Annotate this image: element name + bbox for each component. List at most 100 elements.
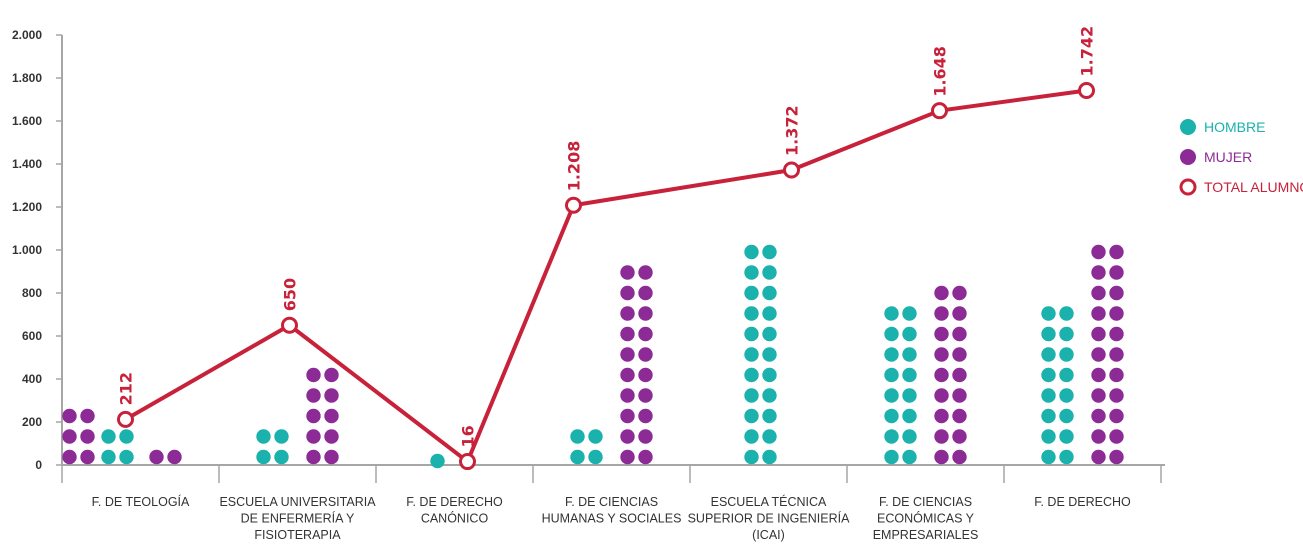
x-category-label-line: F. DE DERECHO <box>406 495 503 509</box>
x-category-label-line: HUMANAS Y SOCIALES <box>542 512 682 526</box>
legend-mujer-marker <box>1180 149 1196 165</box>
hombre-dot <box>744 449 759 465</box>
mujer-dot <box>306 388 321 403</box>
mujer-dot <box>1109 367 1124 383</box>
hombre-dot <box>1041 367 1056 383</box>
hombre-dot <box>1059 347 1074 362</box>
mujer-dot <box>1091 429 1106 444</box>
hombre-dot <box>744 408 759 424</box>
hombre-dot <box>884 429 899 444</box>
hombre-dot <box>1041 429 1056 444</box>
mujer-dot <box>1109 429 1124 444</box>
total-point <box>281 316 298 334</box>
mujer-dot <box>1091 326 1106 342</box>
hombre-dot <box>884 367 899 383</box>
total-value-label: 212 <box>117 372 136 405</box>
mujer-dot <box>952 285 967 301</box>
mujer-dot <box>952 408 967 424</box>
x-category-label-line: F. DE DERECHO <box>1034 495 1131 509</box>
x-category-label: ESCUELA UNIVERSITARIA DE ENFERMERÍA Y FISI… <box>219 495 376 542</box>
mujer-dot <box>1109 244 1124 260</box>
x-category-label-line: ESCUELA TÉCNICA <box>711 494 827 509</box>
hombre-dot <box>884 449 899 465</box>
hombre-dot <box>762 449 777 465</box>
total-value-label: 16 <box>459 425 478 447</box>
hombre-dot <box>101 449 116 465</box>
hombre-dot <box>1041 347 1056 362</box>
mujer-dot <box>1091 306 1106 321</box>
hombre-dot <box>762 367 777 383</box>
hombre-dot <box>119 429 134 444</box>
mujer-dot <box>620 429 635 444</box>
mujer-dot <box>1091 285 1106 301</box>
total-value-label: 650 <box>281 278 300 311</box>
y-axis-ticks: 0 200 400 600 800 1.000 1.200 1.400 1.600 1.800 2.… <box>12 28 62 472</box>
hombre-dot <box>1059 429 1074 444</box>
hombre-dot <box>762 265 777 280</box>
x-category-label-line: EMPRESARIALES <box>873 528 979 542</box>
hombre-dot <box>762 285 777 301</box>
hombre-dot <box>119 449 134 465</box>
hombre-dot <box>570 449 585 465</box>
mujer-dot <box>1091 367 1106 383</box>
hombre-dot <box>1041 408 1056 424</box>
mujer-dot <box>638 388 653 403</box>
mujer-dot <box>620 367 635 383</box>
hombre-dot <box>274 429 289 444</box>
mujer-dot <box>638 347 653 362</box>
x-category-label: F. DE CIENCIAS HUMANAS Y SOCIALES <box>542 495 682 526</box>
hombre-dot <box>1059 326 1074 342</box>
axes <box>61 35 1165 466</box>
hombre-dot <box>902 367 917 383</box>
mujer-dot <box>952 367 967 383</box>
hombre-dot <box>884 388 899 403</box>
hombre-dot <box>762 388 777 403</box>
mujer-dot <box>62 408 77 424</box>
hombre-dot <box>430 453 445 469</box>
pictograph-dots <box>62 244 1124 469</box>
x-category-label-line: (ICAI) <box>752 528 785 542</box>
mujer-dot <box>934 408 949 424</box>
hombre-dot <box>902 449 917 465</box>
hombre-dot <box>762 326 777 342</box>
hombre-dot <box>884 326 899 342</box>
y-tick-label: 2.000 <box>12 28 42 42</box>
mujer-dot <box>1109 347 1124 362</box>
legend-mujer-label: MUJER <box>1204 149 1252 165</box>
mujer-dot <box>80 408 95 424</box>
x-category-label: F. DE CIENCIAS ECONÓMICAS Y EMPRESARIALES <box>873 495 979 542</box>
mujer-dot <box>638 367 653 383</box>
hombre-dot <box>1041 326 1056 342</box>
hombre-dot <box>902 347 917 362</box>
hombre-dot <box>884 347 899 362</box>
hombre-dot <box>256 429 271 444</box>
legend-total-label: TOTAL ALUMNOS <box>1204 179 1303 195</box>
mujer-dot <box>1091 449 1106 465</box>
y-tick-label: 800 <box>22 286 42 300</box>
x-category-label-line: FISIOTERAPIA <box>254 528 341 542</box>
total-point <box>459 453 476 471</box>
total-value-label: 1.742 <box>1078 26 1097 77</box>
mujer-dot <box>638 306 653 321</box>
mujer-dot <box>324 449 339 465</box>
hombre-dot <box>744 306 759 321</box>
total-value-label: 1.208 <box>565 141 584 192</box>
hombre-dot <box>1059 367 1074 383</box>
x-category-label: F. DE DERECHO <box>1034 495 1131 509</box>
mujer-dot <box>952 306 967 321</box>
hombre-dot <box>744 367 759 383</box>
y-tick-label: 1.000 <box>12 243 42 257</box>
total-line <box>124 88 1087 464</box>
total-point <box>931 102 948 120</box>
mujer-dot <box>620 326 635 342</box>
mujer-dot <box>324 367 339 383</box>
mujer-dot <box>620 265 635 280</box>
hombre-dot <box>902 388 917 403</box>
mujer-dot <box>1109 449 1124 465</box>
x-category-label-line: DE ENFERMERÍA Y <box>241 511 355 526</box>
hombre-dot <box>1059 449 1074 465</box>
mujer-dot <box>620 306 635 321</box>
mujer-dot <box>306 408 321 424</box>
mujer-dot <box>934 326 949 342</box>
